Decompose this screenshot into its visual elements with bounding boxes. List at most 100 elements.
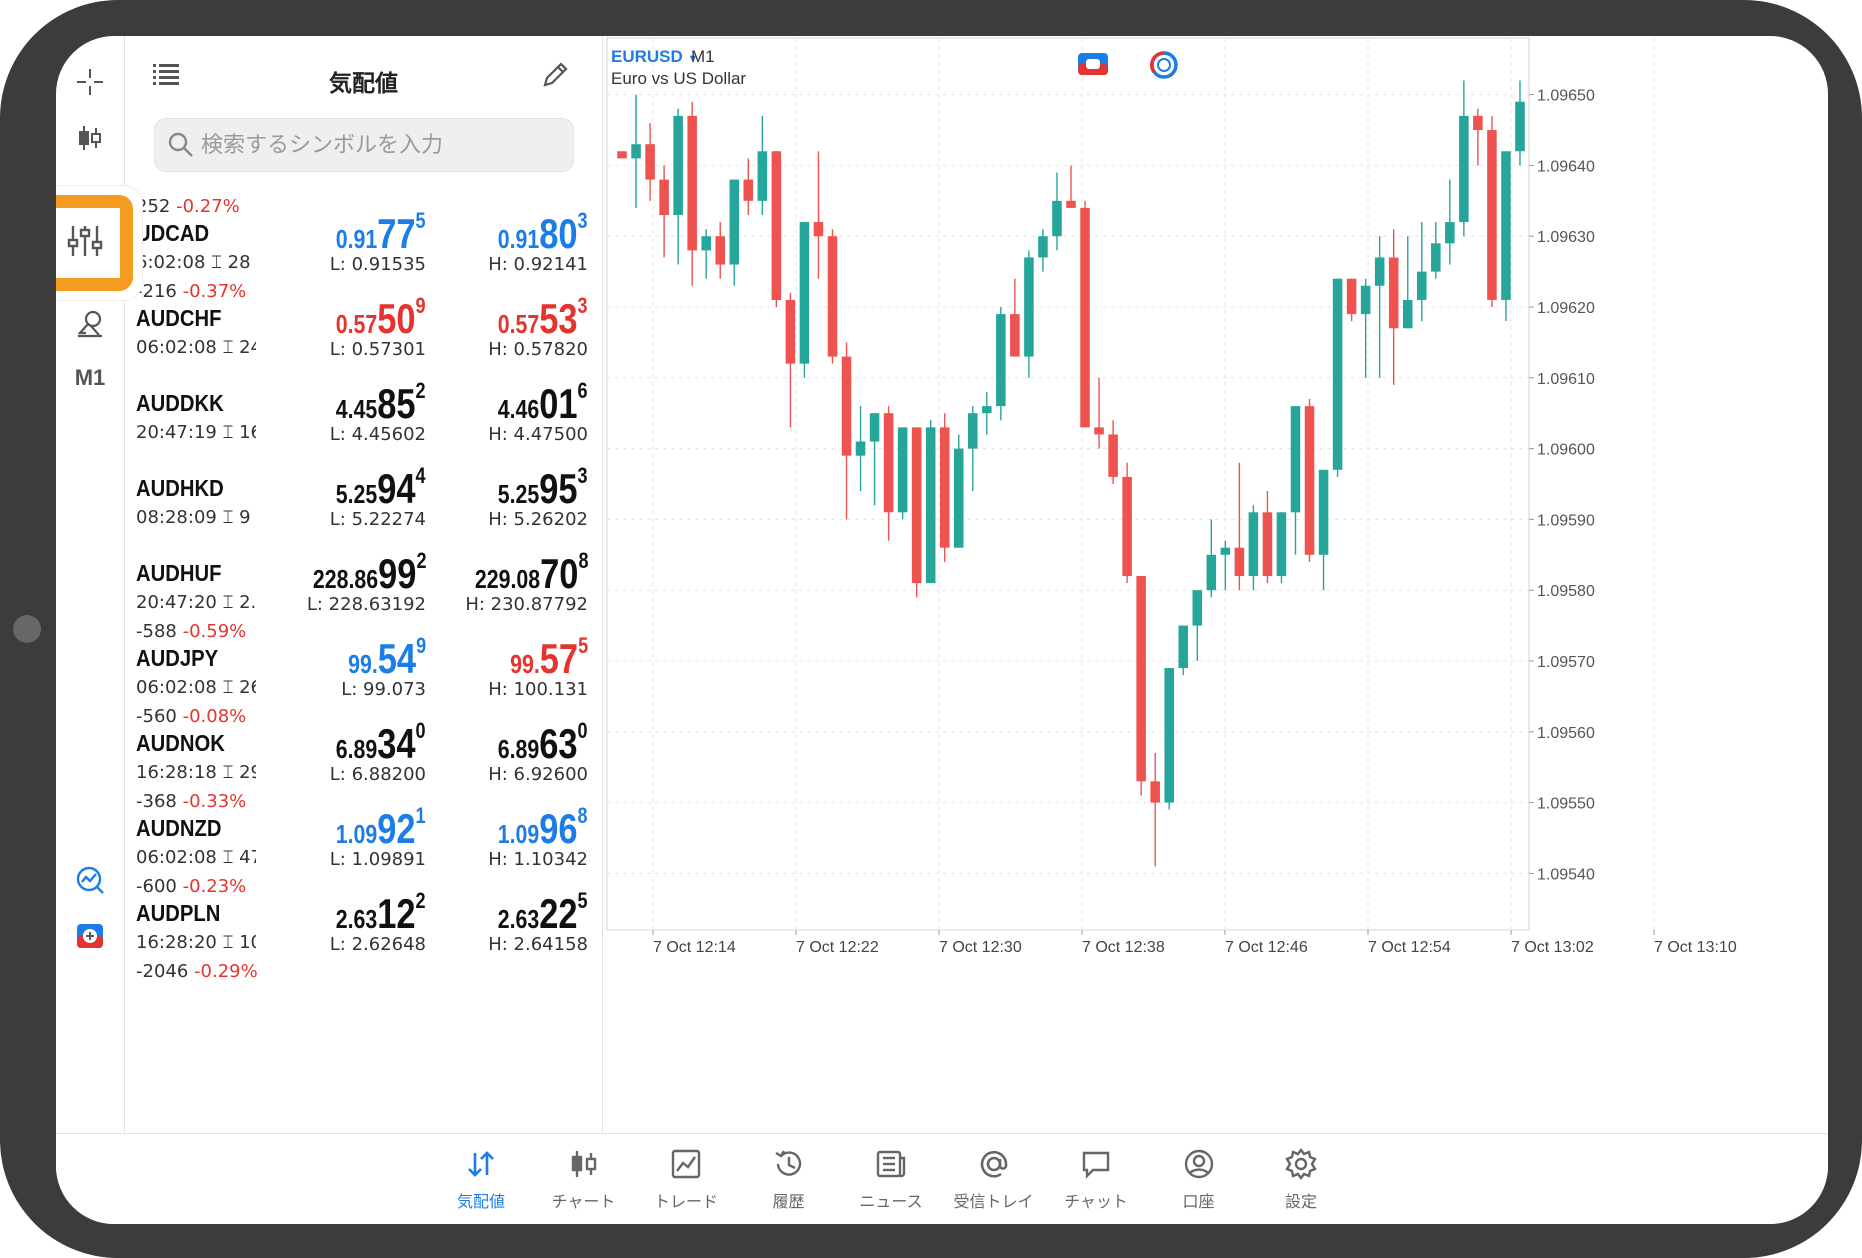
quote-row[interactable]: -2046 -0.29% xyxy=(125,953,602,1053)
quote-row[interactable]: 252 -0.27% UDCAD 6:02:08 ⌶ 28 0.91775 0.9180… xyxy=(125,188,602,288)
candles-icon[interactable] xyxy=(64,112,116,164)
bid-price[interactable]: 2.63122 xyxy=(336,888,426,938)
symbol-search-input[interactable] xyxy=(201,127,561,163)
ask-price[interactable]: 2.63225 xyxy=(498,888,588,938)
ask-price[interactable]: 229.08708 xyxy=(474,548,588,598)
chart-symbol[interactable]: EURUSD ▼ xyxy=(611,47,699,66)
ask-price-prefix: 99. xyxy=(509,649,540,679)
ask-price[interactable]: 5.25953 xyxy=(498,463,588,513)
tab-settings[interactable]: 設定 xyxy=(1251,1142,1351,1220)
bid-price[interactable]: 1.09921 xyxy=(336,803,426,853)
panel-divider xyxy=(602,36,603,1133)
indicator-settings-icon[interactable] xyxy=(67,224,103,262)
price-tick-label: 1.09570 xyxy=(1537,654,1595,671)
bid-price[interactable]: 0.91775 xyxy=(336,208,426,258)
quote-time-spread: 20:47:19 ⌶ 164 xyxy=(136,422,256,443)
quote-row[interactable]: AUDHUF 20:47:20 ⌶ 2... 228.86992 229.08708 L… xyxy=(125,528,602,628)
candle-body xyxy=(1206,554,1217,591)
bid-price-big: 50 xyxy=(377,295,416,342)
change-points: -216 xyxy=(136,281,183,302)
settings-tool-highlight[interactable] xyxy=(56,186,142,300)
quote-row[interactable]: AUDDKK 20:47:19 ⌶ 164 4.45852 4.46016 L: 4.4… xyxy=(125,358,602,458)
timeframe-button[interactable]: M1 xyxy=(74,365,106,390)
symbol-name: AUDHKD xyxy=(136,475,224,501)
timer-icon[interactable] xyxy=(1148,50,1180,84)
candle-body xyxy=(1164,668,1174,803)
edit-pencil-icon[interactable] xyxy=(540,60,570,94)
plot-frame xyxy=(606,37,1530,931)
bid-price[interactable]: 0.57509 xyxy=(336,293,426,343)
ask-price[interactable]: 1.09968 xyxy=(498,803,588,853)
change-percent: -0.33% xyxy=(182,791,247,812)
bid-price[interactable]: 99.549 xyxy=(348,633,426,683)
device-camera xyxy=(13,615,41,643)
bid-price[interactable]: 4.45852 xyxy=(336,378,426,428)
ask-price[interactable]: 0.91803 xyxy=(498,208,588,258)
low-price: L: 5.22274 xyxy=(329,509,426,530)
high-price: H: 230.87792 xyxy=(465,594,588,615)
candle-body xyxy=(729,179,740,265)
candle-body xyxy=(771,151,782,300)
daily-change: 252 -0.27% xyxy=(136,196,240,217)
tab-trade[interactable]: トレード xyxy=(636,1142,736,1220)
bid-price-prefix: 5.25 xyxy=(336,479,378,509)
tab-chat[interactable]: チャット xyxy=(1046,1142,1146,1220)
candle-body xyxy=(1388,257,1399,329)
ask-price[interactable]: 4.46016 xyxy=(498,378,588,428)
ask-price-prefix: 4.46 xyxy=(498,394,540,424)
tab-account[interactable]: 口座 xyxy=(1149,1142,1249,1220)
quote-row[interactable]: -368 -0.33% AUDNZD 06:02:08 ⌶ 47 1.09921 1.0… xyxy=(125,783,602,883)
candle-body xyxy=(869,413,880,442)
candle-body xyxy=(799,222,810,364)
tab-label: ニュース xyxy=(859,1192,923,1211)
tab-history[interactable]: 履歴 xyxy=(739,1142,839,1220)
bid-price-pip: 4 xyxy=(415,463,426,488)
high-price: H: 100.131 xyxy=(488,679,588,700)
quote-row[interactable]: AUDHKD 08:28:09 ⌶ 9 5.25944 5.25953 L: 5.222… xyxy=(125,443,602,543)
candlestick-chart[interactable]: 1.09650 1.09640 1.09630 1.09620 1.09610 1.096… xyxy=(603,36,1828,1133)
bid-price[interactable]: 228.86992 xyxy=(312,548,426,598)
bid-price[interactable]: 5.25944 xyxy=(336,463,426,513)
bid-price-prefix: 99. xyxy=(347,649,378,679)
high-price: H: 5.26202 xyxy=(488,509,588,530)
one-click-panel-icon[interactable] xyxy=(1078,53,1108,79)
candle-body xyxy=(1332,278,1343,470)
candle-body xyxy=(1431,243,1441,272)
quote-row[interactable]: -588 -0.59% AUDJPY 06:02:08 ⌶ 26 99.549 99.5… xyxy=(125,613,602,713)
price-tick-label: 1.09600 xyxy=(1537,442,1595,459)
candle-body xyxy=(687,115,697,251)
tab-inbox[interactable]: 受信トレイ xyxy=(944,1142,1044,1220)
trade-analytics-icon[interactable] xyxy=(64,854,116,906)
bid-price-prefix: 0.57 xyxy=(336,309,378,339)
bid-price-prefix: 6.89 xyxy=(336,734,378,764)
ask-price-pip: 0 xyxy=(577,718,588,743)
low-price: L: 1.09891 xyxy=(329,849,426,870)
bid-price[interactable]: 6.89340 xyxy=(336,718,426,768)
crosshair-icon[interactable] xyxy=(64,56,116,108)
time-tick-label: 7 Oct 12:14 xyxy=(653,939,736,956)
quote-time-spread: 08:28:09 ⌶ 9 xyxy=(136,507,251,528)
tab-label: 受信トレイ xyxy=(953,1192,1034,1211)
candle-body xyxy=(911,427,922,584)
tab-chart[interactable]: チャート xyxy=(534,1142,634,1220)
ask-price[interactable]: 99.575 xyxy=(510,633,588,683)
ask-price[interactable]: 0.57533 xyxy=(498,293,588,343)
quote-row[interactable]: -216 -0.37% AUDCHF 06:02:08 ⌶ 24 0.57509 0.5… xyxy=(125,273,602,373)
price-tick-label: 1.09620 xyxy=(1537,300,1595,317)
drawing-tools-icon[interactable] xyxy=(64,298,116,350)
ask-price[interactable]: 6.89630 xyxy=(498,718,588,768)
one-click-trading-icon[interactable] xyxy=(64,910,116,962)
bid-price-prefix: 1.09 xyxy=(336,819,378,849)
candle-body xyxy=(883,413,894,513)
quotes-header: 気配値 xyxy=(125,36,602,116)
candle-body xyxy=(813,222,824,237)
tab-news[interactable]: ニュース xyxy=(841,1142,941,1220)
list-view-icon[interactable] xyxy=(153,62,179,90)
bid-price-big: 77 xyxy=(377,210,416,257)
tab-quotes[interactable]: 気配値 xyxy=(431,1142,531,1220)
candle-body xyxy=(1122,476,1132,577)
symbol-search-box[interactable] xyxy=(154,118,574,172)
chart-area[interactable]: 1.09650 1.09640 1.09630 1.09620 1.09610 1.096… xyxy=(603,36,1828,1133)
